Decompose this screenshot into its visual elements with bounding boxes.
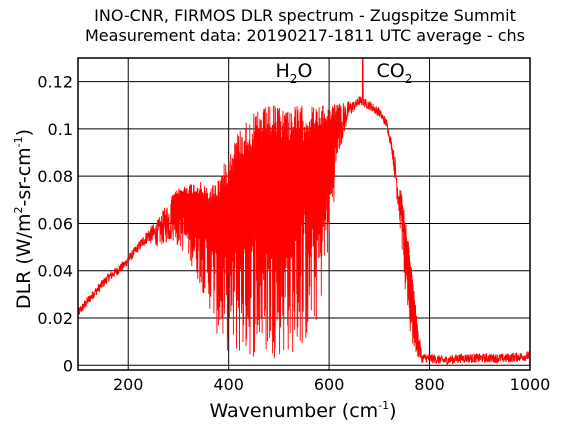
annotation-main: H [276, 60, 290, 82]
y-tick-label: 0.1 [48, 120, 73, 139]
y-tick-label: 0.06 [37, 214, 73, 233]
series-group [77, 57, 531, 366]
y-axis-label: DLR (W/m2-sr-cm-1) [12, 129, 35, 309]
y-tick-label: 0 [63, 356, 73, 375]
y-tick-label: 0.02 [37, 309, 73, 328]
y-axis-label-sup2: -1 [12, 136, 25, 147]
x-axis-label-close: ) [389, 400, 396, 422]
chart-title: INO-CNR, FIRMOS DLR spectrum - Zugspitze… [85, 6, 525, 45]
y-tick-label: 0.12 [37, 73, 73, 92]
x-tick-label: 200 [113, 375, 144, 394]
annotation-sub: 2 [290, 72, 298, 86]
annotation-main: CO [376, 60, 404, 82]
x-tick-label: 800 [414, 375, 445, 394]
annotation-label: CO2 [376, 60, 412, 86]
y-axis-ticks: 0 0.02 0.04 0.06 0.08 0.1 0.12 [37, 73, 73, 376]
plot-border [77, 57, 531, 371]
annotation-sub: 2 [405, 72, 413, 86]
x-tick-label: 600 [314, 375, 345, 394]
y-tick-label: 0.04 [37, 262, 73, 281]
x-axis-label: Wavenumber (cm-1) [209, 399, 396, 422]
y-axis-label-sup1: 2 [12, 206, 25, 213]
chart-title-line-2: Measurement data: 20190217-1811 UTC aver… [85, 26, 525, 45]
plot-frame [77, 57, 531, 371]
x-axis-ticks: 200 400 600 800 1000 [113, 375, 550, 394]
x-axis-label-sup: -1 [378, 399, 389, 412]
x-tick-label: 400 [213, 375, 244, 394]
y-axis-label-pre: DLR (W/m [13, 213, 35, 309]
y-axis-label-mid: -sr-cm [13, 147, 35, 206]
series-line-dlr [77, 57, 531, 366]
annotation-label: H2O [276, 60, 313, 86]
y-axis-label-close: ) [13, 129, 35, 136]
x-axis-label-text: Wavenumber (cm [209, 400, 378, 422]
annotation-tail: O [297, 60, 312, 82]
y-tick-label: 0.08 [37, 167, 73, 186]
annotations: H2O CO2 [276, 60, 413, 86]
chart-title-line-1: INO-CNR, FIRMOS DLR spectrum - Zugspitze… [94, 6, 516, 25]
x-tick-label: 1000 [510, 375, 551, 394]
